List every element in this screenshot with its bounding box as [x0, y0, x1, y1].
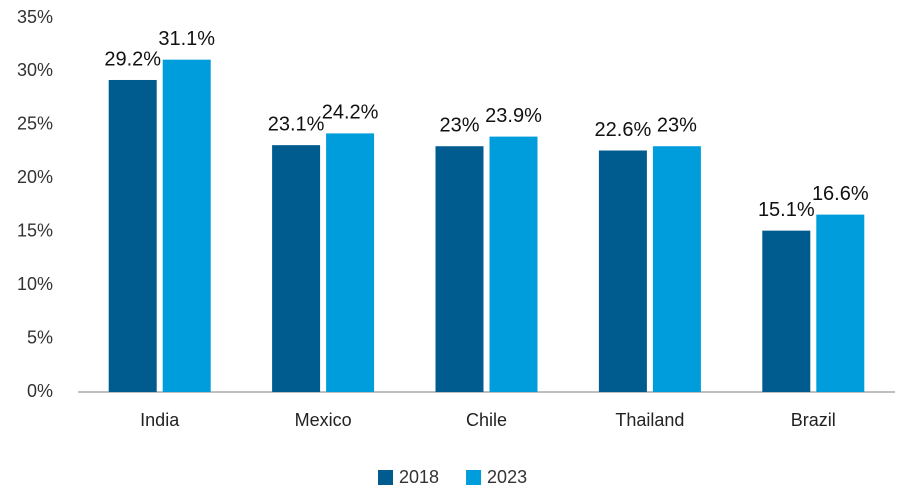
value-label: 16.6% [812, 183, 869, 205]
y-tick-label: 10% [17, 274, 53, 294]
y-tick-label: 0% [27, 381, 53, 401]
value-label: 22.6% [595, 119, 652, 141]
y-tick-label: 25% [17, 114, 53, 134]
value-label: 23.9% [485, 105, 542, 127]
bar [435, 146, 484, 392]
bar [162, 59, 211, 392]
value-label: 29.2% [104, 48, 161, 70]
y-tick-label: 5% [27, 327, 53, 347]
bar [108, 79, 157, 392]
bar [598, 150, 647, 392]
bar [816, 214, 865, 392]
value-label: 24.2% [322, 102, 379, 124]
value-label: 23.1% [268, 113, 325, 135]
y-tick-label: 20% [17, 167, 53, 187]
value-label: 23% [657, 115, 697, 137]
x-tick-label: Brazil [791, 410, 836, 430]
value-label: 23% [439, 115, 479, 137]
x-tick-label: Thailand [615, 410, 684, 430]
y-tick-label: 30% [17, 60, 53, 80]
y-tick-label: 35% [17, 7, 53, 27]
value-label: 15.1% [758, 199, 815, 221]
legend-swatch [466, 470, 482, 485]
x-tick-label: Mexico [295, 410, 352, 430]
bar [652, 146, 701, 392]
legend-label: 2018 [399, 467, 439, 487]
y-tick-label: 15% [17, 220, 53, 240]
legend-label: 2023 [487, 467, 527, 487]
bar [326, 133, 375, 393]
bar [489, 136, 538, 392]
value-label: 31.1% [158, 28, 215, 50]
x-tick-label: Chile [466, 410, 507, 430]
bar [272, 145, 321, 392]
bar [762, 230, 811, 392]
x-tick-label: India [140, 410, 180, 430]
legend-swatch [378, 470, 393, 485]
